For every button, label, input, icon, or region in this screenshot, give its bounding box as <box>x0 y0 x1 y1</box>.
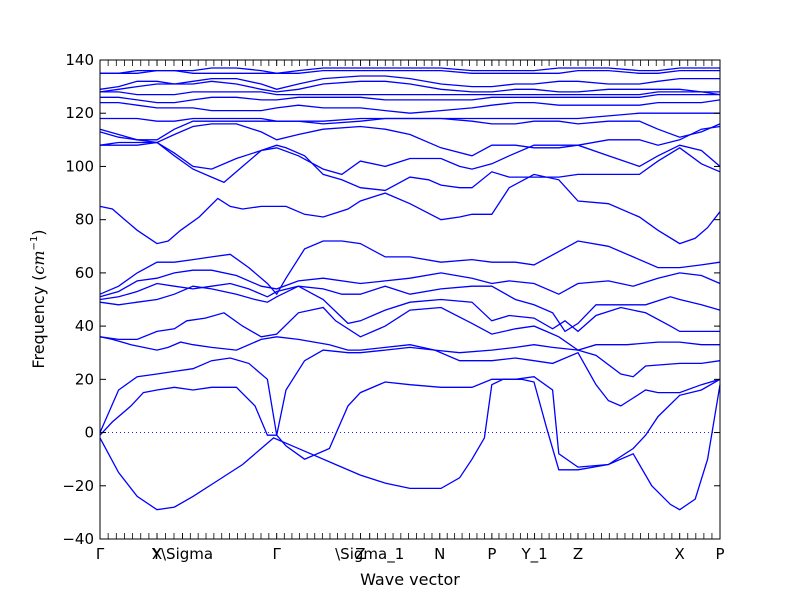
y-tick-label: 80 <box>75 211 94 229</box>
y-tick-label: 20 <box>75 370 94 388</box>
x-tick-label-3: Y\Sigma <box>151 545 213 563</box>
band-line-5 <box>99 306 720 351</box>
y-axis-label-unit: cm <box>29 250 48 274</box>
band-line-7 <box>99 282 721 333</box>
y-tick-label: 120 <box>65 104 94 122</box>
band-line-14 <box>99 117 721 141</box>
band-lines <box>99 67 721 511</box>
x-tick-label-11: X <box>675 545 685 563</box>
band-line-11 <box>100 141 721 192</box>
y-tick-label: 140 <box>65 51 94 69</box>
band-line-9 <box>99 240 721 296</box>
y-tick-label: −40 <box>62 530 94 548</box>
x-axis-ticks: Γ XY\Sigma Γ Z\Sigma_1 N P Y_1 Z X P <box>96 60 725 564</box>
band-line-8 <box>99 269 721 298</box>
y-axis-label-main: Frequency ( <box>29 275 48 369</box>
x-tick-label-1: Γ <box>96 545 105 563</box>
y-tick-label: −20 <box>62 477 94 495</box>
band-line-13 <box>99 123 721 157</box>
y-axis-label: Frequency (cm−1) <box>29 229 48 368</box>
y-tick-label: 60 <box>75 264 94 282</box>
x-tick-label-5: Z <box>355 545 365 563</box>
band-line-15 <box>100 112 720 122</box>
x-tick-label-12: P <box>715 545 724 563</box>
y-axis-ticks: −40 −20 0 20 40 60 80 100 120 140 <box>62 51 720 548</box>
band-line-17 <box>100 93 720 104</box>
band-line-19 <box>99 80 720 93</box>
y-axis-label-close: ) <box>29 229 48 235</box>
plot-frame <box>99 59 721 540</box>
band-line-4 <box>99 336 721 378</box>
band-line-18 <box>100 91 721 96</box>
x-tick-label-2: X <box>152 545 162 563</box>
band-line-3 <box>99 346 721 436</box>
x-tick-label-7: N <box>434 545 445 563</box>
y-tick-label: 40 <box>75 317 94 335</box>
x-tick-label-6: \Sigma_1 <box>335 545 404 564</box>
band-line-21 <box>100 69 720 74</box>
x-axis-label: Wave vector <box>360 570 460 589</box>
band-line-2 <box>99 376 721 468</box>
x-tick-label-4: Γ <box>273 545 282 563</box>
y-tick-label: 100 <box>65 157 94 175</box>
band-line-1 <box>99 378 721 511</box>
x-tick-label-8: P <box>487 545 496 563</box>
band-line-10 <box>99 173 721 245</box>
x-tick-label-9: Y_1 <box>521 545 548 564</box>
band-line-12 <box>99 141 721 176</box>
x-tick-label-10: Z <box>573 545 583 563</box>
band-line-16 <box>100 99 721 114</box>
band-line-22 <box>100 67 720 74</box>
y-axis-label-exponent: −1 <box>29 236 40 251</box>
band-line-20 <box>99 75 720 90</box>
y-tick-label: 0 <box>84 424 94 442</box>
band-line-6 <box>99 285 720 333</box>
